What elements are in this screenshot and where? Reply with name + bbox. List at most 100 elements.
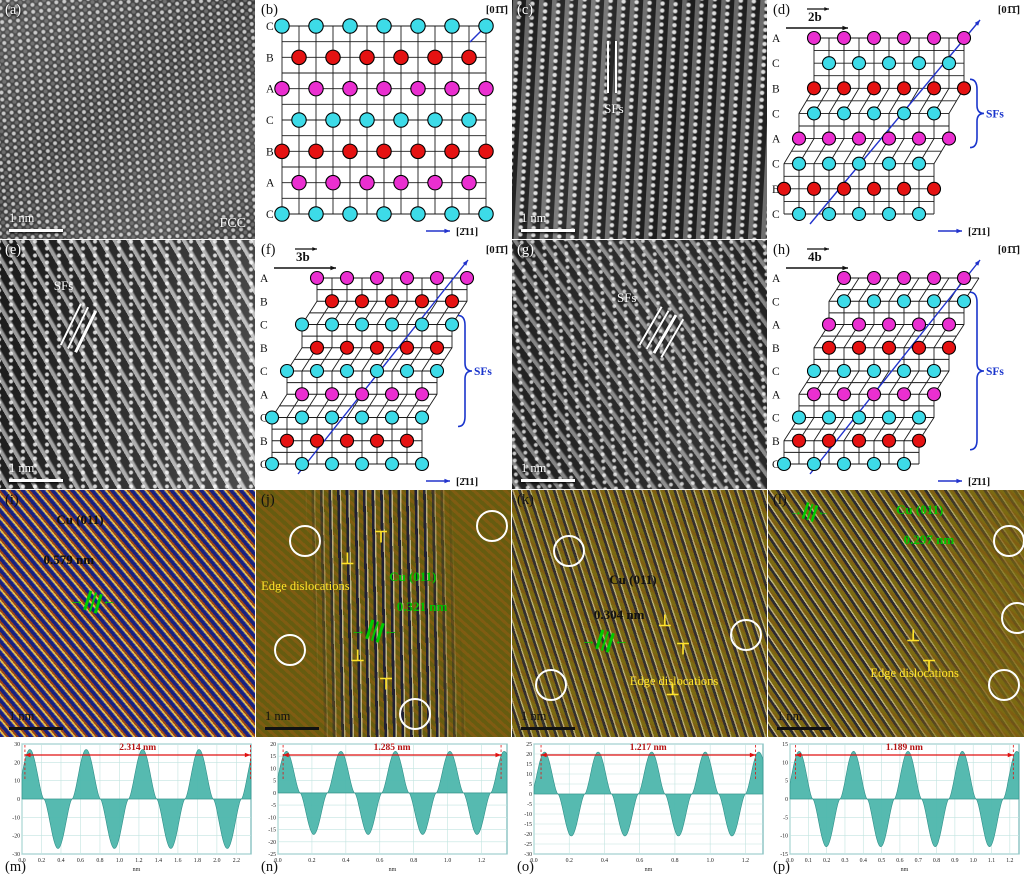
atom xyxy=(274,80,290,97)
atom xyxy=(294,317,310,332)
atom xyxy=(821,317,837,332)
arrow-left-icon: ← xyxy=(383,622,399,639)
atom xyxy=(821,433,837,448)
atom xyxy=(384,456,400,472)
atom xyxy=(836,387,852,402)
svg-text:20: 20 xyxy=(270,742,276,748)
atom xyxy=(414,456,430,472)
sf-lines xyxy=(606,40,618,93)
edge-dislocation-symbol: ⊥ xyxy=(665,682,680,700)
atom xyxy=(881,56,897,71)
tick-labels: 0.0 0.2 0.4 0.6 0.8 1.0 1.2 1.4 1.6 1.8 2.0 2.2 -30 -… xyxy=(12,742,240,864)
atom xyxy=(264,456,280,472)
svg-text:0.9: 0.9 xyxy=(951,858,958,864)
atom xyxy=(866,270,882,286)
svg-text:-5: -5 xyxy=(527,802,532,808)
atom xyxy=(384,387,400,402)
svg-text:0.5: 0.5 xyxy=(878,858,885,864)
span-arrow: 1.189 nm xyxy=(795,743,1014,780)
atom xyxy=(399,270,415,286)
atom xyxy=(444,80,460,97)
atom xyxy=(941,131,957,146)
scale-bar-line xyxy=(521,229,575,232)
stacking-letter: C xyxy=(260,413,268,425)
svg-text:1.0: 1.0 xyxy=(970,858,977,864)
atom xyxy=(926,81,942,96)
intensity-waveform xyxy=(789,750,1020,848)
scale-bar-line xyxy=(9,479,63,482)
svg-text:0.2: 0.2 xyxy=(38,858,45,864)
scale-bar: 1 nm xyxy=(9,709,63,730)
stacking-letter: C xyxy=(772,58,780,70)
atom xyxy=(911,156,927,171)
panel-letter: (p) xyxy=(773,859,790,875)
span-label: 1.217 nm xyxy=(630,743,667,753)
atom xyxy=(926,106,942,121)
atom xyxy=(881,156,897,171)
atom xyxy=(384,294,400,309)
atom xyxy=(836,81,852,96)
svg-text:1.1: 1.1 xyxy=(988,858,995,864)
panel-c: SFs (c) 1 nm xyxy=(511,0,769,241)
svg-text:0: 0 xyxy=(273,791,276,797)
stacking-letter: A xyxy=(772,273,781,285)
direction-label-right: [2̄11] xyxy=(456,477,478,488)
marker-circle xyxy=(552,534,585,567)
atom xyxy=(414,387,430,402)
stacking-letter: C xyxy=(260,320,268,332)
svg-text:10: 10 xyxy=(782,760,788,766)
stacking-letter: C xyxy=(772,159,780,171)
svg-text:-5: -5 xyxy=(271,803,276,809)
atom xyxy=(429,340,445,355)
scale-bar-label: 1 nm xyxy=(265,709,291,723)
atom xyxy=(941,56,957,71)
svg-text:-15: -15 xyxy=(268,828,276,834)
svg-text:-20: -20 xyxy=(268,840,276,846)
atom xyxy=(342,143,358,160)
lattice-grid xyxy=(281,25,487,215)
svg-text:5: 5 xyxy=(785,779,788,785)
atom xyxy=(444,317,460,332)
scale-bar: 1 nm xyxy=(9,461,63,482)
scale-bar-label: 1 nm xyxy=(521,461,547,475)
atom xyxy=(926,181,942,196)
panel-a: (a) FCC 1 nm xyxy=(0,0,257,241)
atom xyxy=(369,433,385,448)
arrow-right-icon: → xyxy=(581,632,597,649)
marker-circle xyxy=(1000,601,1024,634)
atom xyxy=(851,206,867,222)
svg-text:1.2: 1.2 xyxy=(1006,858,1013,864)
stacking-letter: B xyxy=(260,296,268,308)
svg-text:15: 15 xyxy=(270,754,276,760)
atom xyxy=(339,433,355,448)
svg-text:0: 0 xyxy=(17,797,20,803)
tick-labels: 0.0 0.1 0.2 0.3 0.4 0.5 0.6 0.7 0.8 0.9 1.0 1.1 1.2 -… xyxy=(780,742,1013,864)
svg-text:0.7: 0.7 xyxy=(915,858,922,864)
atom xyxy=(866,294,882,309)
atom xyxy=(776,181,792,196)
atom xyxy=(294,410,310,425)
scale-bar: 1 nm xyxy=(777,709,831,730)
spacing-label: 0.304 nm xyxy=(593,606,645,622)
panel-g: SFs (g) 1 nm xyxy=(511,239,769,491)
intensity-profile-chart: 0.0 0.2 0.4 0.6 0.8 1.0 1.2 1.4 1.6 1.8 2.0 2.2 -30 -… xyxy=(12,742,252,873)
svg-text:0: 0 xyxy=(785,797,788,803)
atom xyxy=(399,340,415,355)
scale-bar-line xyxy=(521,479,575,482)
arrow-right-icon: → xyxy=(789,505,803,519)
atom xyxy=(308,143,324,160)
marker-layer: ⊥ ⊥ ⊥ ⊥ xyxy=(256,490,512,738)
atom xyxy=(866,387,882,402)
svg-text:2.0: 2.0 xyxy=(213,858,220,864)
atom xyxy=(911,317,927,332)
svg-text:15: 15 xyxy=(526,762,532,768)
atom xyxy=(376,143,392,160)
stacking-letter: A xyxy=(260,389,269,401)
svg-text:15: 15 xyxy=(782,742,788,748)
svg-text:-15: -15 xyxy=(524,822,532,828)
atom xyxy=(414,410,430,425)
atom xyxy=(806,106,822,121)
svg-text:-5: -5 xyxy=(783,815,788,821)
